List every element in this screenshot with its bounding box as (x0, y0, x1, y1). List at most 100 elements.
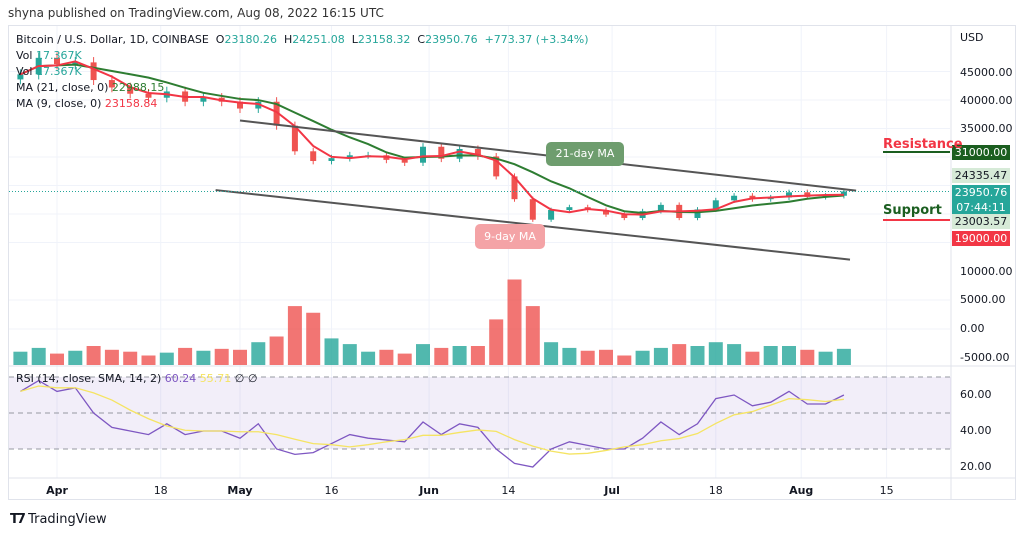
open-label: O (215, 33, 225, 46)
volume-bar (269, 336, 284, 365)
volume-bar (599, 349, 613, 365)
rsi-sma-line (20, 385, 844, 455)
volume-bar (544, 342, 559, 365)
high-value: 24251.08 (292, 33, 345, 46)
rsi-extra: ∅ ∅ (234, 372, 258, 385)
candle-body (712, 200, 719, 210)
ma9-legend[interactable]: MA (9, close, 0) 23158.84 (16, 97, 157, 110)
rsi-legend[interactable]: RSI (14, close, SMA, 14, 2) 60.24 55.71 … (16, 372, 257, 385)
rsi-tick: 20.00 (960, 460, 992, 473)
vol-value: 17.367K (35, 49, 82, 62)
open-value: 23180.26 (224, 33, 277, 46)
candle-body (731, 195, 738, 201)
volume-bar (379, 349, 394, 365)
vol-label: Vol (16, 65, 33, 78)
volume-bar (159, 352, 174, 365)
volume-bar (233, 349, 247, 365)
candle-body (438, 146, 445, 159)
volume-bar (123, 351, 138, 365)
x-tick: Apr (46, 484, 68, 497)
rsi-tick: 40.00 (960, 424, 992, 437)
volume-bar (708, 342, 723, 365)
volume-bar (361, 351, 376, 365)
x-tick: 15 (879, 484, 894, 497)
close-value: 23950.76 (425, 33, 478, 46)
ma21-callout[interactable]: 21-day MA (546, 142, 624, 166)
candle-body (529, 199, 536, 220)
ma21-label: MA (21, close, 0) (16, 81, 109, 94)
rsi-tick: 60.00 (960, 388, 992, 401)
vol-legend-2[interactable]: Vol 17.367K (16, 65, 82, 78)
volume-bar (763, 346, 778, 365)
candle-body (621, 214, 628, 218)
x-tick: 18 (153, 484, 168, 497)
volume-bar (635, 350, 650, 365)
candle-body (566, 207, 573, 211)
candle-body (511, 176, 518, 200)
volume-bar (397, 353, 412, 365)
publisher-line: shyna published on TradingView.com, Aug … (8, 6, 384, 20)
volume-bar (104, 349, 119, 365)
currency-label: USD (960, 31, 984, 44)
candle-body (54, 57, 60, 65)
x-tick: Jul (604, 484, 620, 497)
ma21-legend[interactable]: MA (21, close, 0) 22988.15 (16, 81, 164, 94)
x-tick: 18 (708, 484, 723, 497)
x-tick: 14 (501, 484, 516, 497)
y-tick: -5000.00 (960, 351, 1010, 364)
volume-bar (68, 350, 83, 365)
candle-body (548, 210, 555, 220)
rsi-value: 60.24 (164, 372, 197, 385)
close-label: C (417, 33, 426, 46)
volume-bar (800, 349, 815, 365)
volume-bar (178, 347, 193, 365)
x-tick: May (227, 484, 253, 497)
candle-body (72, 62, 79, 65)
candle-body (255, 101, 262, 109)
low-value: 23158.32 (357, 33, 411, 46)
candle-body (310, 151, 317, 161)
tradingview-logo[interactable]: T7 TradingView (10, 512, 107, 527)
change-value: +773.37 (+3.34%) (484, 33, 589, 46)
candle-body (603, 210, 609, 215)
volume-bar (617, 355, 632, 365)
candle-body (401, 159, 408, 163)
support-label[interactable]: Support (883, 203, 942, 218)
vol-value: 17.367K (35, 65, 82, 78)
ma9-value: 23158.84 (104, 97, 158, 110)
candle-body (346, 155, 353, 159)
y-tick: 0.00 (960, 322, 985, 335)
candle-body (657, 204, 664, 212)
x-tick: 16 (324, 484, 339, 497)
chart-frame[interactable] (8, 25, 1016, 500)
candle-body (17, 74, 24, 80)
candle-body (237, 101, 243, 109)
candle-body (474, 149, 481, 157)
tv-logo-icon: T7 (10, 512, 26, 527)
bar-countdown: 07:44:11 (956, 201, 1006, 214)
logo-text: TradingView (28, 512, 107, 527)
symbol-legend: Bitcoin / U.S. Dollar, 1D, COINBASE O231… (16, 33, 589, 46)
volume-bar (306, 312, 321, 365)
candle-body (694, 209, 701, 218)
volume-bar (836, 348, 851, 365)
volume-bar (287, 306, 302, 365)
ma9-callout[interactable]: 9-day MA (475, 224, 545, 249)
volume-bar (196, 350, 211, 365)
high-price-tag: 24335.47 (952, 168, 1010, 183)
candle-body (90, 62, 97, 81)
volume-bar (86, 346, 101, 365)
volume-bar (672, 344, 687, 365)
candle-body (420, 146, 426, 163)
last-price-tag: 23950.76 07:44:11 (952, 185, 1010, 215)
ma9-line (19, 60, 844, 216)
vol-legend-1[interactable]: Vol 17.367K (16, 49, 82, 62)
rsi-sma-value: 55.71 (199, 372, 232, 385)
last-price: 23950.76 (954, 186, 1008, 199)
y-tick: 40000.00 (960, 94, 1013, 107)
y-tick: 35000.00 (960, 122, 1013, 135)
volume-bar (214, 348, 229, 365)
resistance-label[interactable]: Resistance (883, 137, 963, 152)
candle-body (456, 149, 463, 159)
